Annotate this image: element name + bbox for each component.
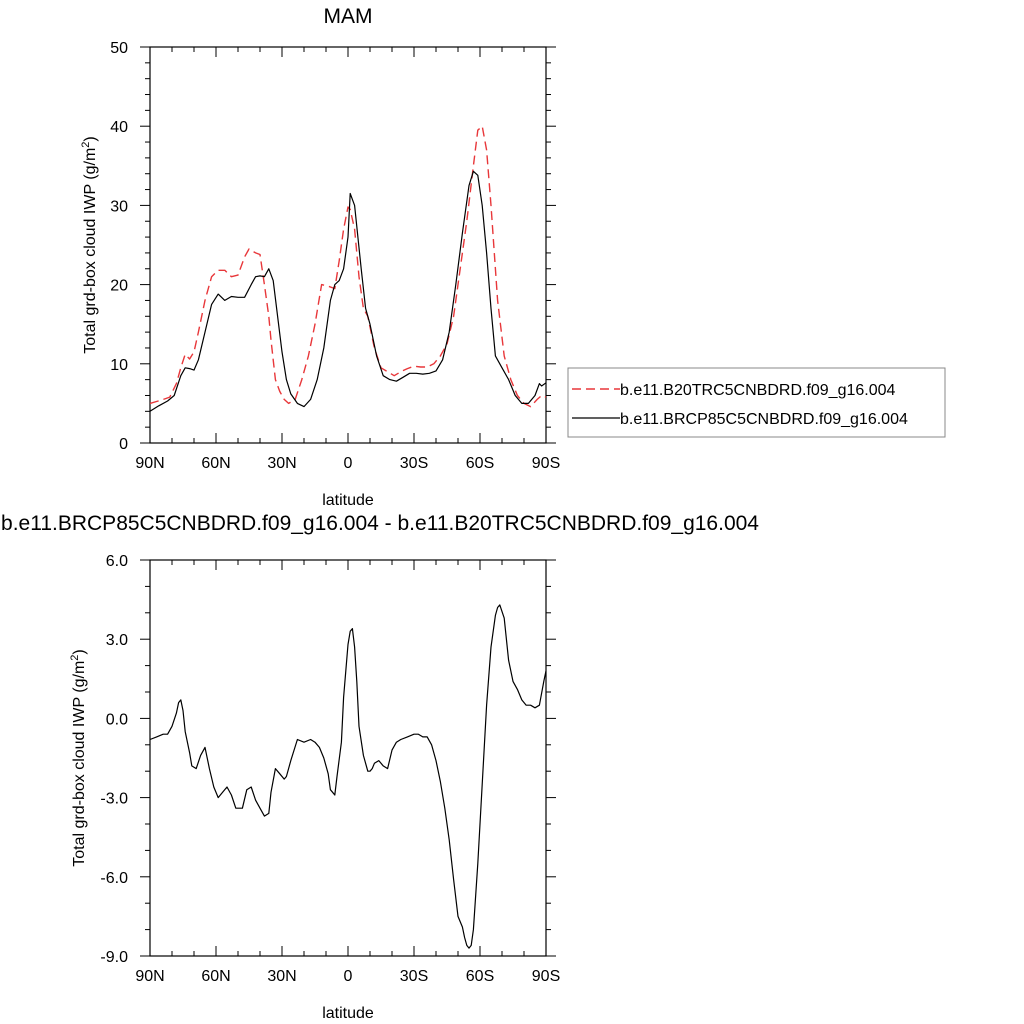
bottom-chart-title: b.e11.BRCP85C5CNBDRD.f09_g16.004 - b.e11… (1, 512, 759, 535)
top-x-axis-label: latitude (322, 492, 374, 509)
top-axes-ticks: 90N 60N 30N 0 30S 60S 90S 0 10 20 30 40 50 (110, 40, 560, 472)
x-tick-label: 90N (135, 968, 164, 985)
x-tick-label: 30S (400, 968, 428, 985)
x-tick-label: 60N (201, 455, 230, 472)
x-tick-label: 30S (400, 455, 428, 472)
x-tick-label: 90N (135, 455, 164, 472)
y-tick-label: -6.0 (100, 870, 128, 887)
x-tick-label: 90S (532, 455, 560, 472)
y-tick-label: 20 (110, 278, 128, 295)
legend: b.e11.B20TRC5CNBDRD.f09_g16.004 b.e11.BR… (567, 367, 946, 438)
legend-label-historical: b.e11.B20TRC5CNBDRD.f09_g16.004 (620, 382, 896, 399)
x-tick-label: 90S (532, 968, 560, 985)
top-chart-title: MAM (324, 5, 373, 28)
series-line-0 (149, 125, 547, 408)
x-tick-label: 60N (201, 968, 230, 985)
bottom-y-axis-label: Total grd-box cloud IWP (g/m2) (69, 649, 88, 866)
legend-box (567, 367, 946, 438)
top-plot-frame (149, 46, 547, 444)
top-y-axis-label: Total grd-box cloud IWP (g/m2) (80, 136, 99, 353)
legend-label-rcp85: b.e11.BRCP85C5CNBDRD.f09_g16.004 (620, 411, 908, 428)
x-tick-label: 30N (267, 455, 296, 472)
x-tick-label: 60S (466, 968, 494, 985)
y-tick-label: 0.0 (106, 711, 128, 728)
y-tick-label: -3.0 (100, 791, 128, 808)
y-tick-label: 30 (110, 198, 128, 215)
y-tick-label: 10 (110, 357, 128, 374)
y-tick-label: 3.0 (106, 632, 128, 649)
x-tick-label: 60S (466, 455, 494, 472)
y-tick-label: 6.0 (106, 553, 128, 570)
top-series-lines (149, 125, 547, 412)
bottom-x-axis-label: latitude (322, 1005, 374, 1022)
bottom-axes-ticks: 90N 60N 30N 0 30S 60S 90S 6.0 3.0 0.0 -3.0 -6.0 -9.0 (100, 553, 560, 985)
series-line-0 (149, 604, 547, 949)
x-tick-label: 0 (344, 455, 353, 472)
bottom-plot-frame (149, 559, 547, 957)
y-tick-label: -9.0 (100, 949, 128, 966)
x-tick-label: 0 (344, 968, 353, 985)
x-tick-label: 30N (267, 968, 296, 985)
bottom-panel: b.e11.BRCP85C5CNBDRD.f09_g16.004 - b.e11… (1, 512, 759, 1022)
y-tick-label: 50 (110, 40, 128, 57)
y-tick-label: 0 (119, 436, 128, 453)
bottom-series-lines (149, 604, 547, 949)
y-tick-label: 40 (110, 119, 128, 136)
series-line-1 (149, 170, 547, 412)
top-panel: MAM 90N 60N 30N 0 30S 60S 90S 0 10 20 30 40 50 latit… (80, 5, 946, 509)
